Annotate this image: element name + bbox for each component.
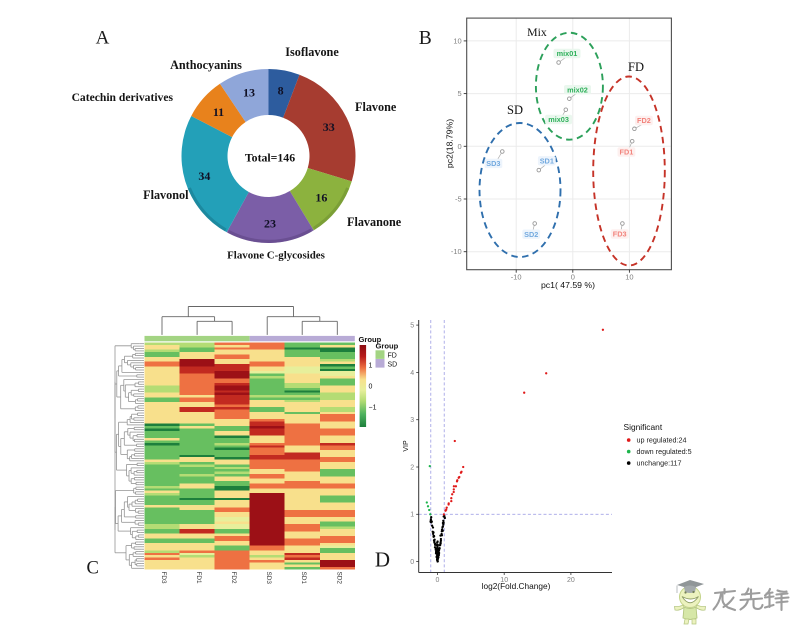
svg-text:3: 3 xyxy=(410,417,414,424)
svg-text:SD1: SD1 xyxy=(300,572,307,585)
svg-text:D: D xyxy=(375,548,390,572)
svg-text:-10: -10 xyxy=(451,247,462,256)
svg-text:0: 0 xyxy=(410,559,414,566)
svg-text:16: 16 xyxy=(315,191,327,205)
svg-text:0: 0 xyxy=(436,577,440,584)
svg-text:−1: −1 xyxy=(369,405,377,412)
svg-text:SD2: SD2 xyxy=(335,572,342,585)
svg-text:FD: FD xyxy=(628,60,644,74)
svg-text:8: 8 xyxy=(278,84,284,98)
svg-text:Group: Group xyxy=(376,342,399,351)
svg-text:Total=146: Total=146 xyxy=(245,151,295,165)
svg-text:C: C xyxy=(87,559,99,579)
svg-text:Mix: Mix xyxy=(527,25,547,39)
svg-text:5: 5 xyxy=(458,89,462,98)
svg-text:33: 33 xyxy=(323,120,335,134)
svg-text:Flavone C-glycosides: Flavone C-glycosides xyxy=(227,250,325,262)
svg-text:Significant: Significant xyxy=(624,422,663,432)
svg-text:FD: FD xyxy=(388,353,397,360)
svg-text:pc2(18.79%): pc2(18.79%) xyxy=(445,119,455,168)
svg-text:20: 20 xyxy=(567,577,575,584)
svg-text:up regulated:24: up regulated:24 xyxy=(637,436,687,445)
svg-text:0: 0 xyxy=(571,273,575,282)
svg-text:4: 4 xyxy=(410,370,414,377)
svg-text:2: 2 xyxy=(410,464,414,471)
svg-text:34: 34 xyxy=(198,169,210,183)
svg-text:-10: -10 xyxy=(511,273,522,282)
svg-text:10: 10 xyxy=(625,273,633,282)
svg-text:A: A xyxy=(96,28,110,49)
svg-text:10: 10 xyxy=(500,577,508,584)
svg-text:mix02: mix02 xyxy=(567,85,588,94)
svg-text:1: 1 xyxy=(410,512,414,519)
svg-text:VIP: VIP xyxy=(403,440,410,452)
svg-text:Flavanone: Flavanone xyxy=(347,215,402,229)
svg-text:SD3: SD3 xyxy=(265,572,272,585)
svg-text:SD1: SD1 xyxy=(540,157,554,166)
svg-text:log2(Fold.Change): log2(Fold.Change) xyxy=(482,581,551,591)
svg-text:Isoflavone: Isoflavone xyxy=(285,45,339,59)
svg-text:Flavonol: Flavonol xyxy=(143,188,189,202)
svg-text:Catechin derivatives: Catechin derivatives xyxy=(72,91,174,104)
svg-text:FD3: FD3 xyxy=(160,572,167,585)
svg-text:11: 11 xyxy=(213,105,224,119)
svg-text:Flavone: Flavone xyxy=(355,100,397,114)
svg-text:down regulated:5: down regulated:5 xyxy=(637,447,692,456)
svg-text:SD: SD xyxy=(388,361,398,368)
svg-text:5: 5 xyxy=(410,323,414,330)
svg-text:mix01: mix01 xyxy=(557,49,578,58)
svg-text:FD2: FD2 xyxy=(637,116,651,125)
svg-text:0: 0 xyxy=(458,142,462,151)
svg-text:SD2: SD2 xyxy=(524,230,538,239)
svg-text:10: 10 xyxy=(453,36,461,45)
svg-text:mix03: mix03 xyxy=(548,115,569,124)
svg-text:-5: -5 xyxy=(455,195,462,204)
svg-text:0: 0 xyxy=(369,384,373,391)
svg-text:B: B xyxy=(419,28,432,49)
svg-text:SD: SD xyxy=(507,103,523,117)
svg-text:Anthocyanins: Anthocyanins xyxy=(170,58,242,72)
svg-text:13: 13 xyxy=(243,85,255,99)
svg-text:1: 1 xyxy=(369,363,373,370)
svg-text:FD1: FD1 xyxy=(620,148,634,157)
svg-text:pc1( 47.59 %): pc1( 47.59 %) xyxy=(541,280,595,290)
svg-text:FD1: FD1 xyxy=(195,572,202,585)
svg-text:SD3: SD3 xyxy=(486,159,500,168)
svg-text:FD2: FD2 xyxy=(230,572,237,585)
svg-text:Group: Group xyxy=(359,335,382,344)
svg-text:FD3: FD3 xyxy=(613,230,627,239)
svg-text:unchange:117: unchange:117 xyxy=(637,459,682,468)
svg-text:23: 23 xyxy=(264,217,276,231)
